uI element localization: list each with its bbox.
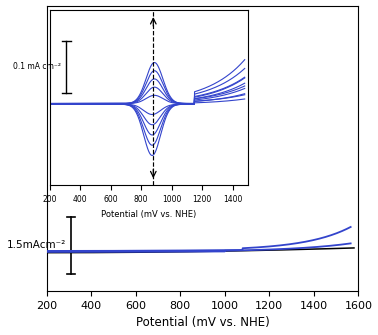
X-axis label: Potential (mV vs. NHE): Potential (mV vs. NHE) (136, 317, 270, 329)
Text: 1.5mAcm⁻²: 1.5mAcm⁻² (7, 240, 66, 250)
